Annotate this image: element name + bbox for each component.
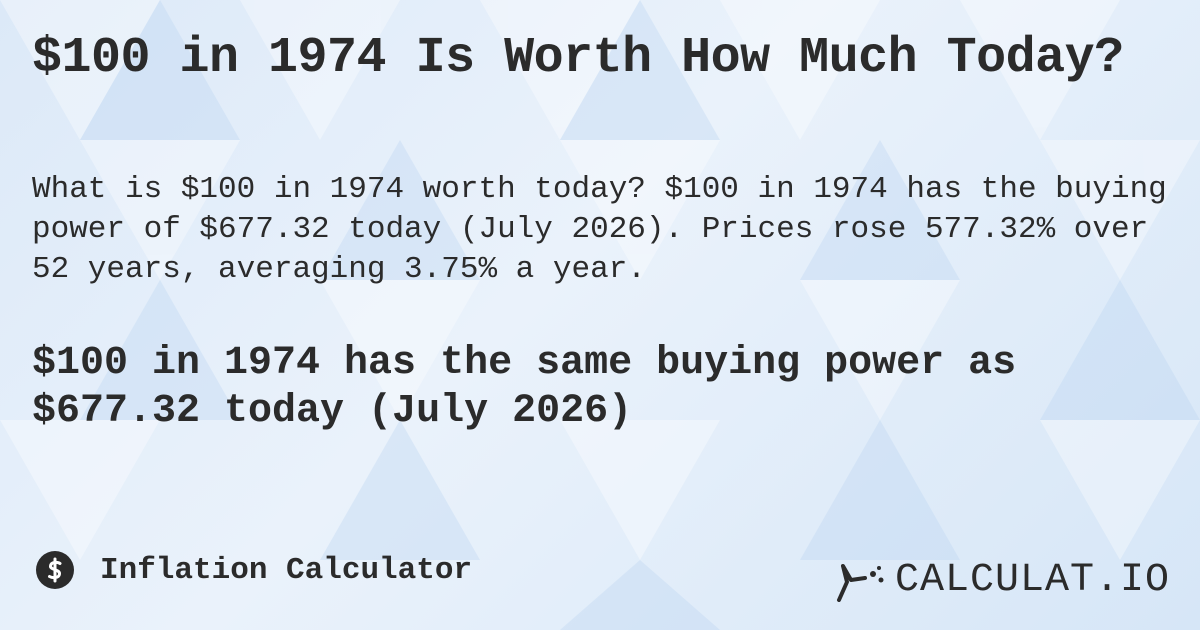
category-label: Inflation Calculator	[100, 552, 473, 588]
dollar-icon	[36, 551, 74, 589]
brand-logo: CALCULAT.IO	[835, 558, 1170, 603]
title: $100 in 1974 Is Worth How Much Today?	[32, 30, 1124, 87]
footer-category: Inflation Calculator	[36, 551, 472, 589]
logo-icon	[836, 563, 884, 602]
description: What is $100 in 1974 worth today? $100 i…	[32, 172, 1167, 287]
highlight: $100 in 1974 has the same buying power a…	[32, 341, 1017, 434]
brand-name: CALCULAT.IO	[894, 558, 1170, 603]
